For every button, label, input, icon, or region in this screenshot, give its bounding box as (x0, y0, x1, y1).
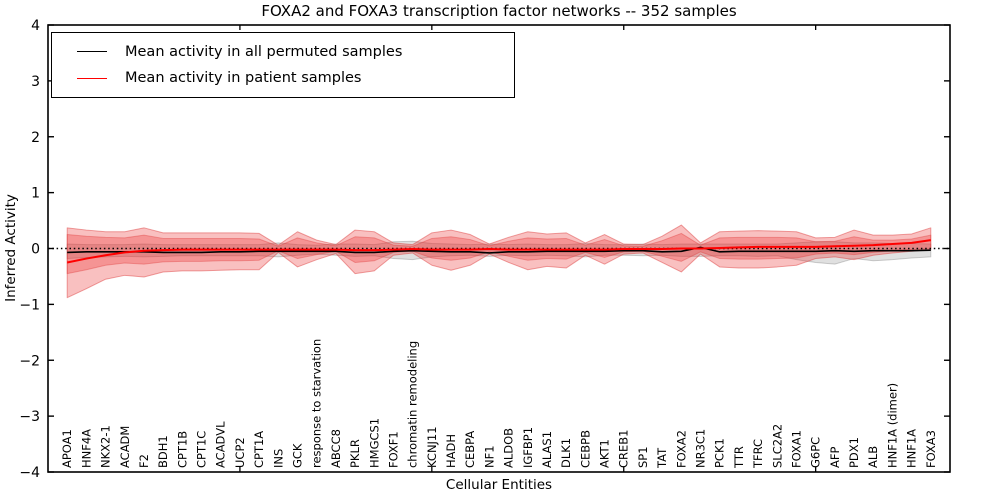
y-tick-label: 1 (31, 186, 40, 202)
x-category-label: F2 (137, 454, 151, 468)
x-category-label: NKX2-1 (99, 425, 113, 468)
x-category-label: CPT1B (175, 431, 189, 468)
x-category-label: FOXF1 (386, 431, 400, 468)
x-category-label: ACADVL (214, 421, 228, 468)
x-category-label: HMGCS1 (367, 418, 381, 468)
x-category-label: chromatin remodeling (406, 341, 420, 468)
x-category-label: BDH1 (156, 435, 170, 468)
x-category-label: CPT1C (195, 431, 209, 468)
x-category-label: FOXA1 (789, 430, 803, 468)
permuted-line-sample (77, 51, 107, 53)
x-category-label: response to starvation (310, 339, 324, 468)
x-category-label: HNF1A (dimer) (885, 383, 899, 468)
x-category-label: ALB (866, 446, 880, 468)
legend-label-permuted: Mean activity in all permuted samples (125, 43, 403, 60)
x-axis-label: Cellular Entities (445, 477, 553, 493)
x-category-label: NR3C1 (694, 429, 708, 468)
x-category-label: CEBPB (578, 430, 592, 468)
y-tick-label: −3 (19, 409, 40, 425)
x-category-label: APOA1 (60, 429, 74, 468)
x-category-label: GCK (290, 443, 304, 468)
legend-entry-patient: Mean activity in patient samples (77, 70, 514, 86)
patient-line-sample (77, 77, 107, 79)
x-category-label: DLK1 (559, 438, 573, 468)
x-category-label: KCNJ11 (425, 426, 439, 468)
x-category-label: HADH (444, 434, 458, 468)
y-axis-label: Inferred Activity (3, 194, 19, 302)
x-category-label: INS (271, 449, 285, 468)
x-category-label: ALDOB (502, 428, 516, 468)
x-category-label: TAT (655, 447, 669, 469)
x-category-label: SP1 (636, 446, 650, 468)
x-category-label: ALAS1 (540, 431, 554, 468)
x-category-label: AFP (828, 447, 842, 468)
x-category-label: UCP2 (233, 437, 247, 468)
legend-entry-permuted: Mean activity in all permuted samples (77, 44, 514, 60)
x-category-label: CREB1 (617, 430, 631, 469)
x-category-label: ABCC8 (329, 429, 343, 468)
x-category-label: G6PC (809, 437, 823, 468)
y-tick-label: 4 (31, 18, 40, 34)
x-category-label: HNF1A (905, 429, 919, 468)
x-category-label: ACADM (118, 426, 132, 468)
permuted-mean-line (67, 246, 931, 254)
x-category-label: PCK1 (713, 438, 727, 468)
x-category-label: HNF4A (79, 429, 93, 468)
x-category-label: PDX1 (847, 437, 861, 468)
x-category-label: AKT1 (598, 439, 612, 468)
patient-mean-line (66, 239, 931, 264)
x-category-label: TFRC (751, 439, 765, 469)
y-tick-label: −1 (19, 297, 40, 313)
y-tick-label: −4 (19, 465, 40, 481)
y-tick-label: 0 (31, 242, 40, 258)
x-category-label: NF1 (482, 445, 496, 468)
x-category-label: SLC2A2 (770, 424, 784, 468)
y-tick-label: −2 (19, 353, 40, 369)
x-category-label: CPT1A (252, 431, 266, 468)
y-tick-label: 2 (31, 130, 40, 146)
patient-outer-band (66, 224, 932, 299)
y-tick-label: 3 (31, 74, 40, 90)
x-category-label: IGFBP1 (521, 427, 535, 468)
x-category-label: TTR (732, 446, 746, 469)
x-category-label: CEBPA (463, 431, 477, 468)
legend-label-patient: Mean activity in patient samples (125, 70, 362, 87)
x-category-label: FOXA3 (924, 430, 938, 468)
x-category-label: PKLR (348, 439, 362, 468)
x-category-label: FOXA2 (674, 430, 688, 468)
chart-title: FOXA2 and FOXA3 transcription factor net… (261, 2, 737, 20)
legend: Mean activity in all permuted samples Me… (51, 32, 515, 98)
